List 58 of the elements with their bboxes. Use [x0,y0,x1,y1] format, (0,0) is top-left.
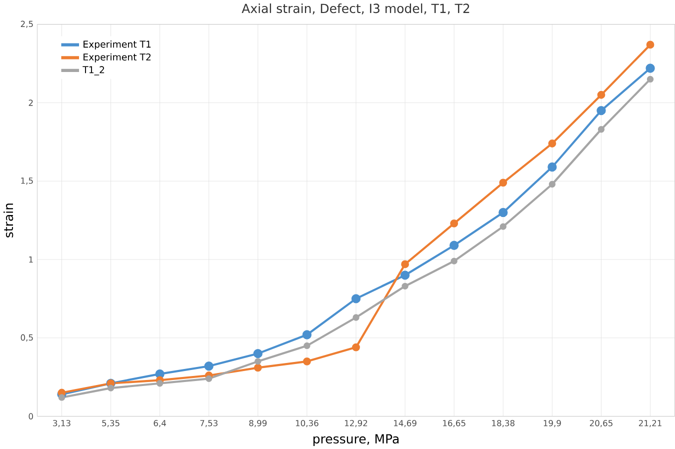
point [58,394,66,401]
point [402,282,408,290]
point [302,330,312,340]
point [254,358,262,365]
point [107,384,114,392]
x-tick-label: 5,35 [102,420,120,427]
x-tick-label: 10,36 [296,420,318,427]
point [254,364,262,372]
point [253,348,263,358]
y-tick-label: 0,5 [20,334,33,342]
point [450,219,458,228]
point [498,208,508,217]
legend-label: Experiment T1 [84,40,151,50]
y-tick-label: 2 [28,99,33,106]
x-axis-title: pressure, MPa [313,434,399,446]
point [597,90,606,99]
y-tick-label: 0 [28,412,33,420]
point [156,380,164,386]
point [499,178,508,186]
chart-title: Axial strain, Defect, I3 model, T1, T2 [242,3,470,14]
point [548,180,556,188]
point [596,106,606,115]
point [401,260,410,268]
point [646,63,655,73]
point [450,240,459,250]
point [400,270,410,280]
x-tick-label: 21,21 [638,420,662,427]
x-tick-label: 18,38 [492,420,514,427]
legend-label: T1_2 [82,66,104,76]
x-tick-label: 19,9 [544,420,561,427]
y-tick-label: 1,5 [21,177,33,184]
point [155,369,164,378]
point [450,258,458,264]
x-tick-label: 12,92 [344,420,368,427]
x-tick-label: 6,4 [154,420,166,427]
x-tick-label: 3,13 [53,420,70,427]
point [304,342,310,349]
point [598,126,605,132]
x-tick-label: 14,69 [394,420,416,427]
point [500,223,506,230]
y-tick-label: 2,5 [20,20,33,28]
x-tick-label: 16,65 [443,420,466,427]
x-tick-label: 7,53 [200,420,218,427]
point [351,294,361,304]
x-tick-label: 8,99 [249,420,267,427]
point [206,375,212,382]
point [548,139,556,148]
y-tick-label: 1 [29,256,33,262]
point [352,314,360,321]
point [646,76,654,82]
point [646,40,654,48]
point [204,361,214,370]
legend-label: Experiment T2 [84,53,151,62]
point [303,357,311,366]
y-axis-title: strain [3,203,14,238]
point [352,343,360,352]
x-tick-label: 20,65 [590,420,612,427]
point [548,162,557,172]
